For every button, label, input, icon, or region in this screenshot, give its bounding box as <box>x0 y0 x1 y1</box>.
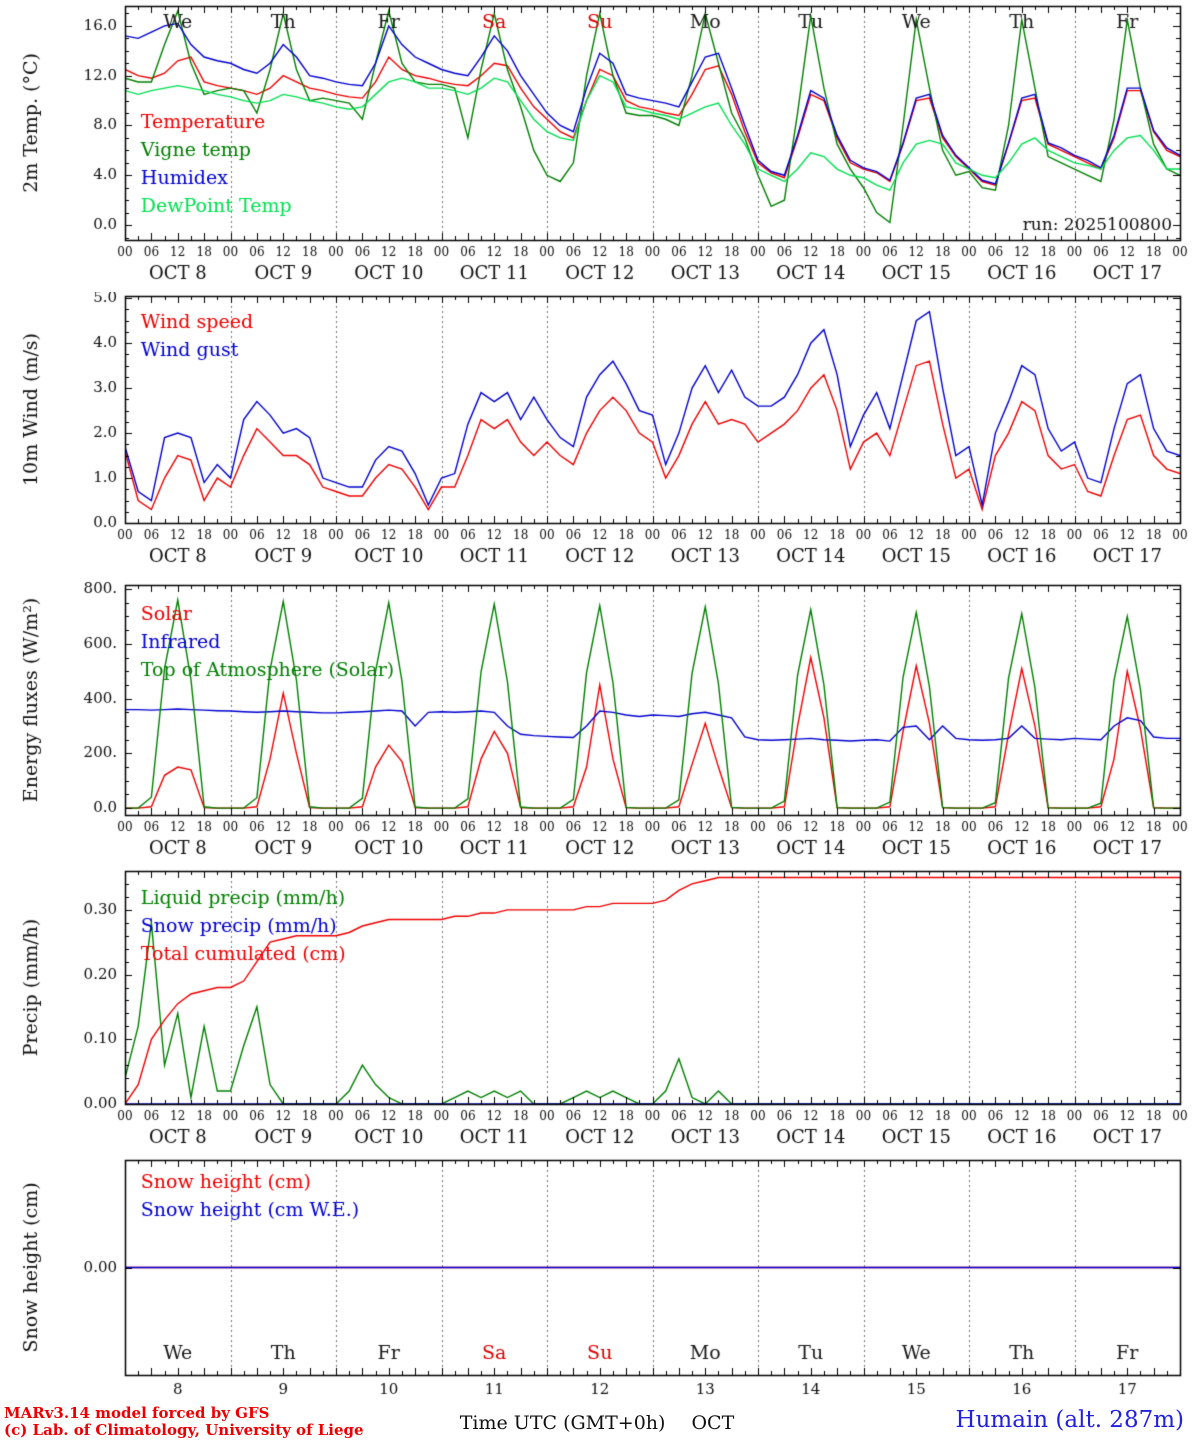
credit-line-2: (c) Lab. of Climatology, University of L… <box>4 1421 364 1439</box>
footer: MARv3.14 model forced by GFS (c) Lab. of… <box>0 1404 1194 1440</box>
time-axis-title: Time UTC (GMT+0h) OCT <box>0 1412 1194 1434</box>
snow-height-chart <box>0 1153 1194 1404</box>
model-credits: MARv3.14 model forced by GFS (c) Lab. of… <box>4 1405 364 1439</box>
energy-fluxes-chart <box>0 574 1194 866</box>
month-label: OCT <box>691 1412 735 1434</box>
time-utc-label: Time UTC (GMT+0h) <box>459 1412 666 1434</box>
credit-line-1: MARv3.14 model forced by GFS <box>4 1404 270 1422</box>
temperature-chart <box>0 0 1194 292</box>
precip-chart <box>0 866 1194 1153</box>
wind-chart <box>0 292 1194 574</box>
station-label: Humain (alt. 287m) <box>955 1407 1184 1433</box>
